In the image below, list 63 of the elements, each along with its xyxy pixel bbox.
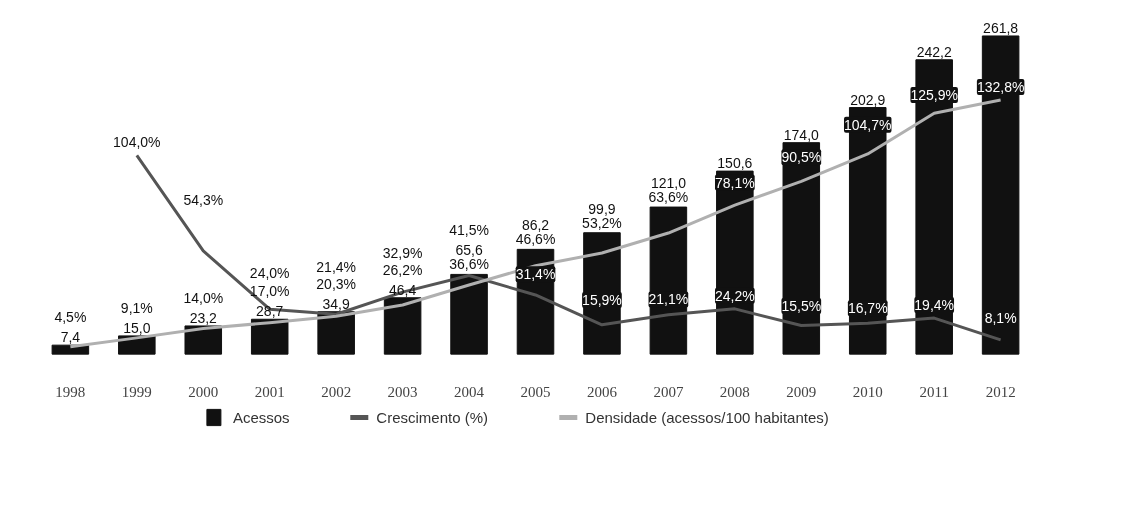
x-tick-label: 2002 (321, 383, 352, 400)
x-tick-label: 2005 (520, 383, 551, 400)
data-label: 46,6% (515, 231, 556, 248)
legend-label: Densidade (acessos/100 habitantes) (585, 409, 829, 426)
data-label: 86,2 (521, 217, 550, 234)
data-label: 132,8% (976, 78, 1025, 95)
data-label: 36,6% (449, 256, 489, 273)
x-tick-label: 2011 (919, 383, 949, 400)
data-label: 242,2 (916, 43, 952, 60)
x-tick-label: 1998 (55, 383, 86, 400)
data-label: 20,3% (316, 275, 357, 292)
x-tick-label: 1999 (121, 383, 152, 400)
data-label: 54,3% (183, 191, 224, 208)
x-tick-label: 2006 (586, 383, 618, 400)
data-label: 41,5% (449, 222, 489, 239)
legend-label: Acessos (232, 409, 290, 426)
data-label: 8,1% (984, 310, 1017, 327)
data-label: 104,7% (844, 116, 892, 133)
data-label: 14,0% (183, 289, 224, 306)
data-label: 174,0 (783, 126, 820, 143)
x-tick-label: 2004 (454, 383, 485, 400)
data-label: 23,2 (189, 309, 218, 326)
data-label: 16,7% (847, 300, 888, 317)
bar (450, 273, 488, 355)
data-label: 15,9% (582, 291, 622, 308)
data-label: 21,1% (648, 291, 689, 308)
x-tick-label: 2010 (852, 383, 883, 400)
data-label: 4,5% (54, 309, 87, 326)
x-tick-label: 2008 (719, 383, 750, 400)
data-label: 104,0% (113, 134, 161, 151)
data-label: 121,0 (650, 175, 687, 192)
data-label: 26,2% (382, 261, 423, 278)
data-label: 90,5% (781, 149, 822, 166)
data-label: 24,0% (249, 264, 290, 281)
x-tick-label: 2000 (188, 383, 219, 400)
data-label: 99,9 (588, 200, 616, 217)
legend-label: Crescimento (%) (376, 409, 488, 426)
data-label: 63,6% (648, 189, 689, 206)
bar (250, 318, 289, 355)
data-label: 34,9 (322, 295, 350, 312)
data-label: 9,1% (120, 299, 153, 316)
data-label: 19,4% (914, 297, 955, 314)
bar (383, 297, 422, 355)
data-label: 15,5% (781, 297, 822, 314)
data-label: 150,6 (717, 155, 753, 172)
x-tick-label: 2012 (985, 383, 1016, 400)
data-label: 32,9% (382, 244, 423, 261)
data-label: 261,8 (983, 19, 1019, 36)
data-label: 7,4 (60, 329, 81, 346)
data-label: 28,7 (256, 303, 284, 320)
data-label: 17,0% (249, 283, 290, 300)
x-tick-label: 2001 (254, 383, 285, 400)
data-label: 24,2% (714, 287, 755, 304)
data-label: 78,1% (714, 174, 755, 191)
data-label: 125,9% (910, 86, 958, 103)
x-tick-label: 2007 (653, 383, 684, 400)
data-label: 31,4% (515, 266, 556, 283)
data-label: 21,4% (316, 258, 357, 275)
data-label: 65,6 (455, 242, 483, 259)
data-label: 15,0 (123, 319, 151, 336)
x-tick-label: 2003 (387, 383, 418, 400)
data-label: 202,9 (850, 91, 886, 108)
x-tick-label: 2009 (786, 383, 817, 400)
